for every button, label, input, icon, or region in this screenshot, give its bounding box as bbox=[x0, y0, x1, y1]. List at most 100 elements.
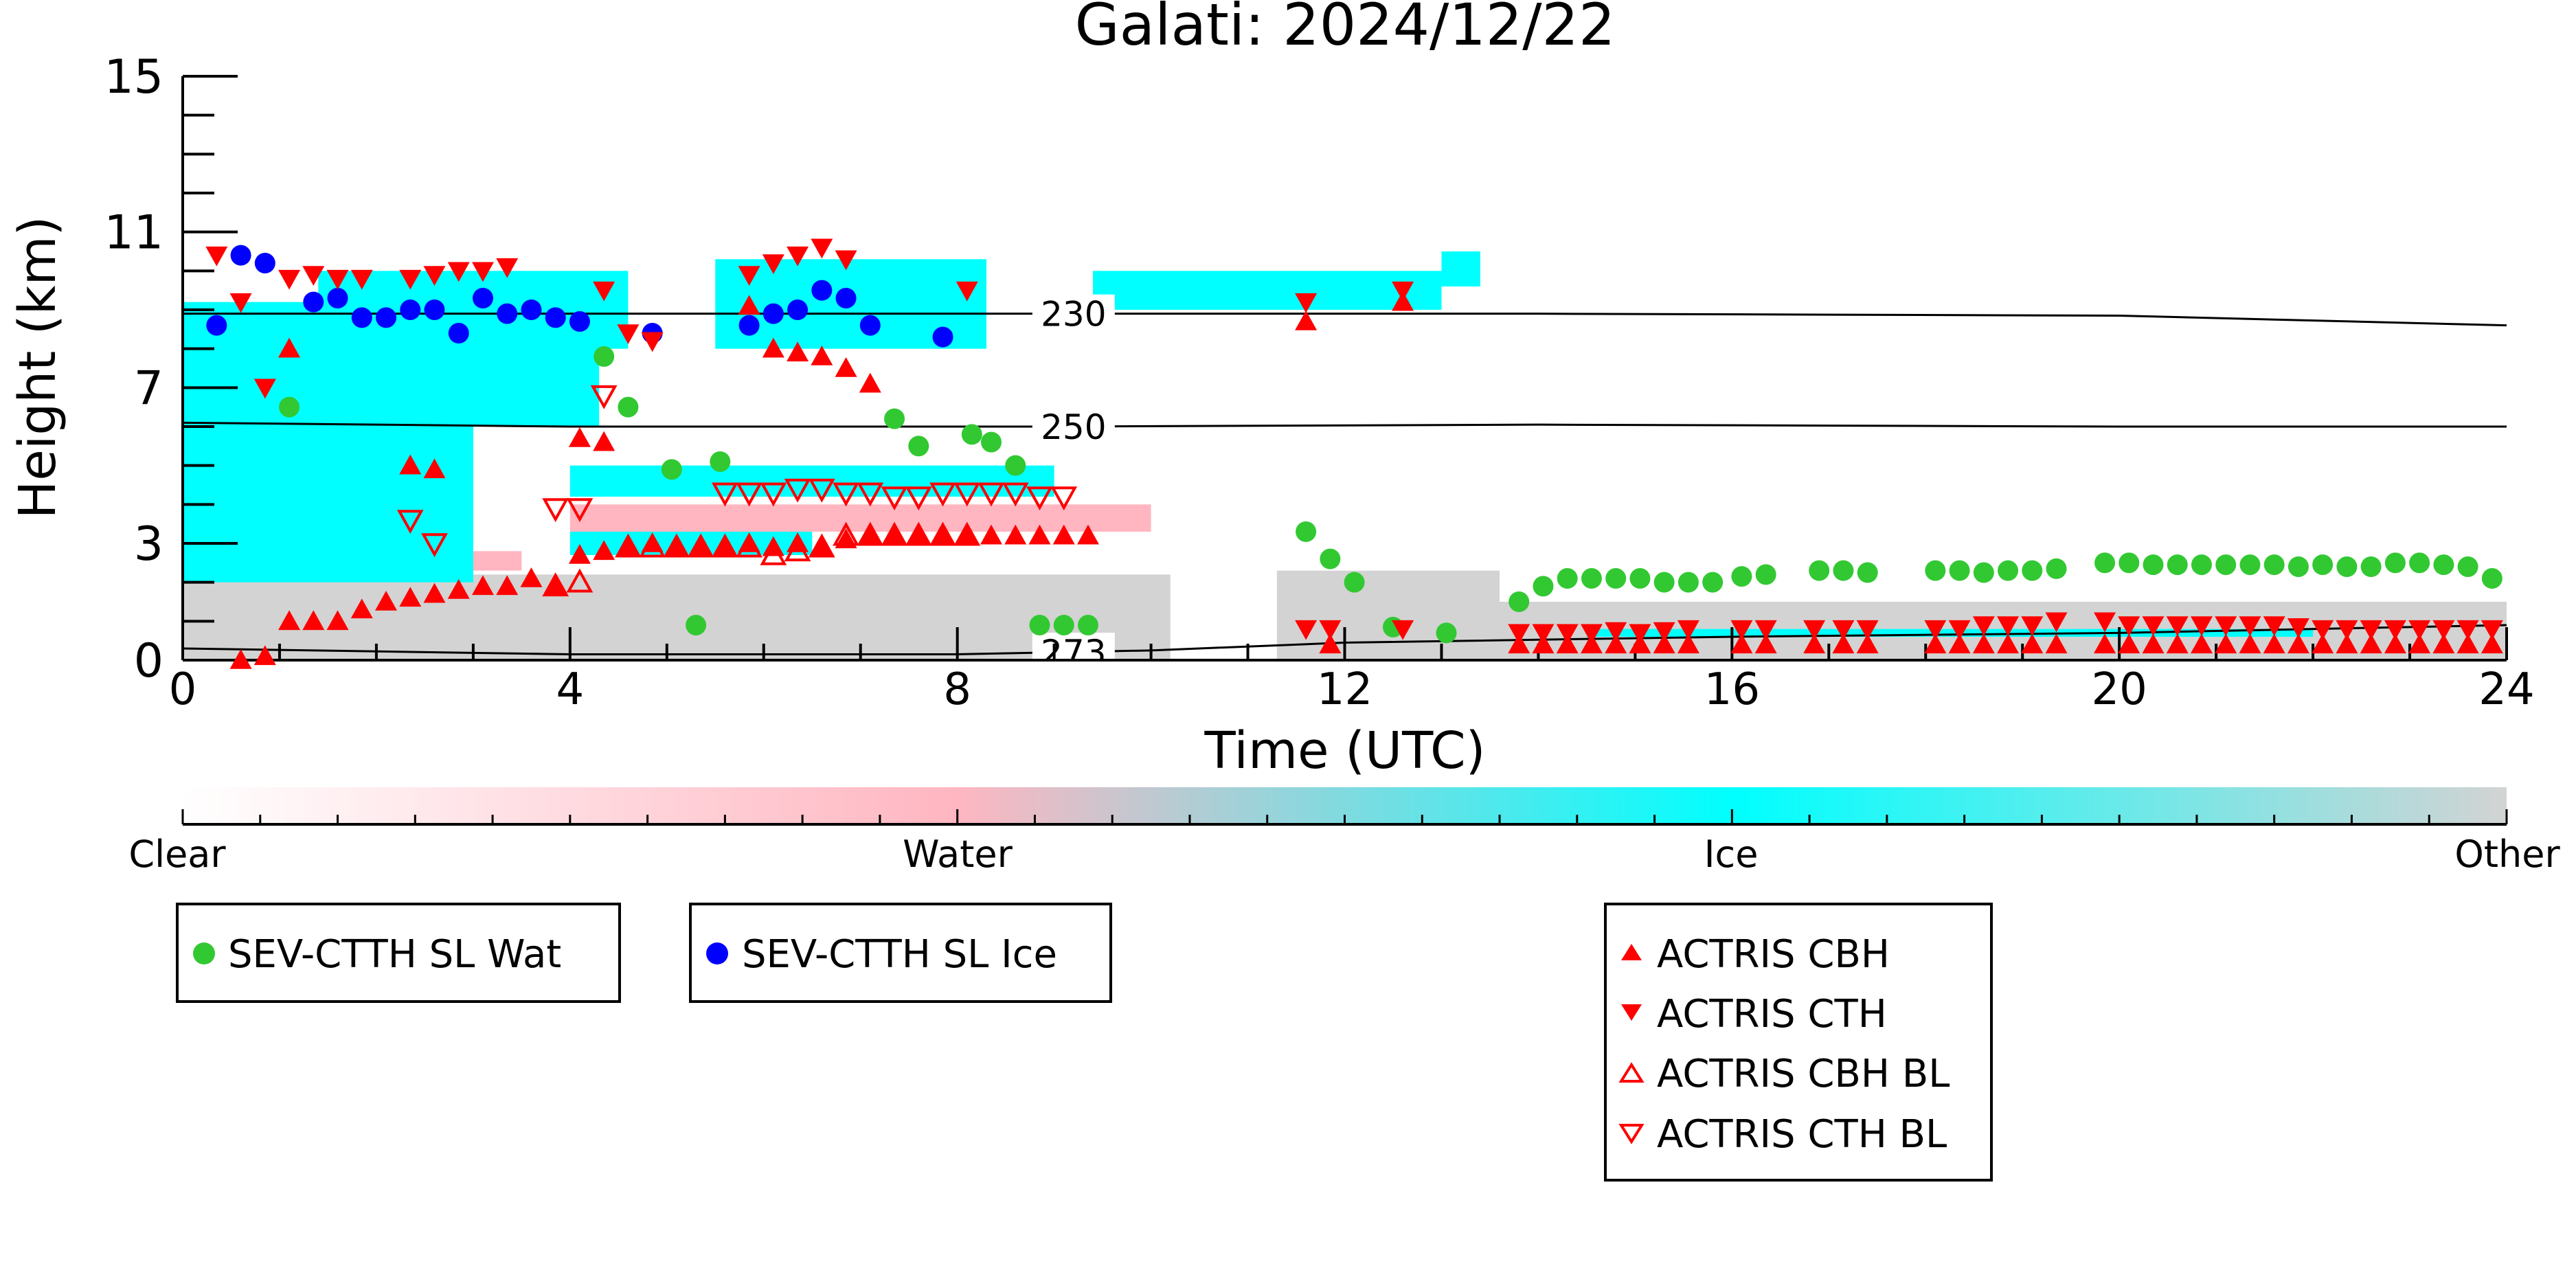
legend-label-cth: ACTRIS CTH bbox=[1657, 992, 1887, 1037]
legend-marker-cth-bl bbox=[1618, 1124, 1645, 1144]
legend-label-cbh: ACTRIS CBH bbox=[1657, 932, 1890, 977]
data-point bbox=[784, 537, 811, 562]
data-point bbox=[905, 486, 932, 511]
data-point bbox=[1755, 564, 1776, 585]
data-point bbox=[2456, 633, 2479, 654]
data-point bbox=[956, 281, 978, 302]
data-point bbox=[1629, 568, 1651, 589]
data-point bbox=[421, 533, 448, 558]
axes: 0 4 8 12 16 20 24 0 3 7 11 15 bbox=[104, 50, 2534, 715]
data-point bbox=[472, 288, 493, 308]
data-point bbox=[2432, 620, 2455, 640]
data-point bbox=[351, 307, 372, 328]
data-point bbox=[641, 332, 664, 352]
colorbar-label-water: Water bbox=[903, 833, 1013, 876]
data-point bbox=[593, 431, 615, 451]
data-point bbox=[714, 536, 736, 556]
data-point bbox=[326, 610, 349, 631]
colorbar-label-other: Other bbox=[2454, 833, 2560, 876]
data-point bbox=[1629, 624, 1651, 644]
legend-label-ice: SEV-CTTH SL Ice bbox=[742, 932, 1057, 977]
data-point bbox=[1731, 566, 1752, 587]
data-point bbox=[857, 482, 884, 507]
data-point bbox=[279, 396, 300, 418]
data-point bbox=[762, 303, 784, 324]
data-point bbox=[1653, 572, 1675, 593]
data-point bbox=[569, 311, 590, 332]
data-point bbox=[1076, 524, 1099, 545]
y-tick-label: 0 bbox=[134, 634, 163, 688]
data-point bbox=[762, 337, 784, 358]
legend-sev-ice: SEV-CTTH SL Ice bbox=[689, 903, 1112, 1003]
data-point bbox=[738, 315, 760, 336]
data-point bbox=[396, 510, 424, 534]
data-point bbox=[833, 482, 859, 507]
data-point bbox=[521, 300, 542, 320]
data-point bbox=[762, 254, 784, 274]
data-point bbox=[2045, 612, 2068, 633]
data-point bbox=[303, 291, 324, 313]
data-point bbox=[2119, 552, 2140, 574]
data-point bbox=[2263, 554, 2285, 576]
data-point bbox=[1856, 633, 1879, 654]
data-point bbox=[253, 645, 276, 666]
data-point bbox=[2409, 552, 2430, 574]
legend-marker-cbh-bl bbox=[1618, 1062, 1645, 1083]
data-point bbox=[661, 459, 682, 480]
data-point bbox=[953, 521, 981, 546]
legend-sev-wat: SEV-CTTH SL Wat bbox=[176, 903, 621, 1003]
data-point bbox=[784, 478, 811, 503]
data-point bbox=[859, 372, 881, 393]
data-point bbox=[1856, 620, 1879, 640]
data-point bbox=[2166, 616, 2189, 636]
data-point bbox=[1997, 633, 2020, 654]
data-point bbox=[2312, 554, 2334, 576]
data-point bbox=[981, 431, 1002, 453]
data-point bbox=[738, 266, 760, 286]
data-point bbox=[1509, 591, 1530, 612]
data-point bbox=[1605, 622, 1627, 642]
data-point bbox=[2360, 633, 2382, 654]
series-actris-cbh-bl bbox=[542, 521, 981, 597]
data-point bbox=[787, 341, 809, 362]
data-point bbox=[2215, 554, 2237, 576]
data-point bbox=[663, 533, 690, 558]
data-point bbox=[686, 615, 707, 635]
data-point bbox=[2287, 633, 2309, 654]
data-point bbox=[542, 572, 569, 597]
data-point bbox=[2408, 620, 2431, 640]
data-point bbox=[1533, 576, 1554, 597]
isotherm-label-230: 230 bbox=[1041, 295, 1106, 335]
data-point bbox=[1948, 633, 1971, 654]
data-point bbox=[929, 521, 956, 546]
isotherm-label-bg bbox=[1032, 633, 1115, 660]
series-actris-cth-bl bbox=[396, 385, 1078, 558]
data-point bbox=[736, 533, 763, 558]
data-point bbox=[2432, 633, 2455, 654]
data-point bbox=[2094, 612, 2116, 633]
data-point bbox=[835, 250, 857, 271]
data-point bbox=[594, 346, 615, 367]
data-point bbox=[1052, 524, 1075, 545]
data-point bbox=[447, 262, 470, 282]
data-point bbox=[399, 454, 422, 475]
data-point bbox=[1077, 615, 1098, 635]
data-point bbox=[326, 269, 349, 290]
data-point bbox=[278, 337, 301, 358]
data-point bbox=[833, 521, 859, 546]
data-point bbox=[881, 486, 908, 511]
data-point bbox=[1972, 633, 1995, 654]
x-tick-label: 8 bbox=[943, 664, 971, 715]
data-point bbox=[711, 482, 738, 507]
x-tick-label: 16 bbox=[1704, 664, 1760, 715]
y-axis-label: Height (km) bbox=[8, 216, 67, 519]
data-point bbox=[2118, 633, 2140, 654]
data-point bbox=[980, 524, 1003, 545]
data-point bbox=[1754, 620, 1777, 640]
legend-marker-cbh bbox=[1621, 944, 1642, 960]
data-point bbox=[568, 427, 591, 447]
data-point bbox=[1730, 620, 1753, 640]
data-point bbox=[253, 379, 276, 399]
data-point bbox=[760, 541, 787, 565]
data-point bbox=[2384, 633, 2406, 654]
